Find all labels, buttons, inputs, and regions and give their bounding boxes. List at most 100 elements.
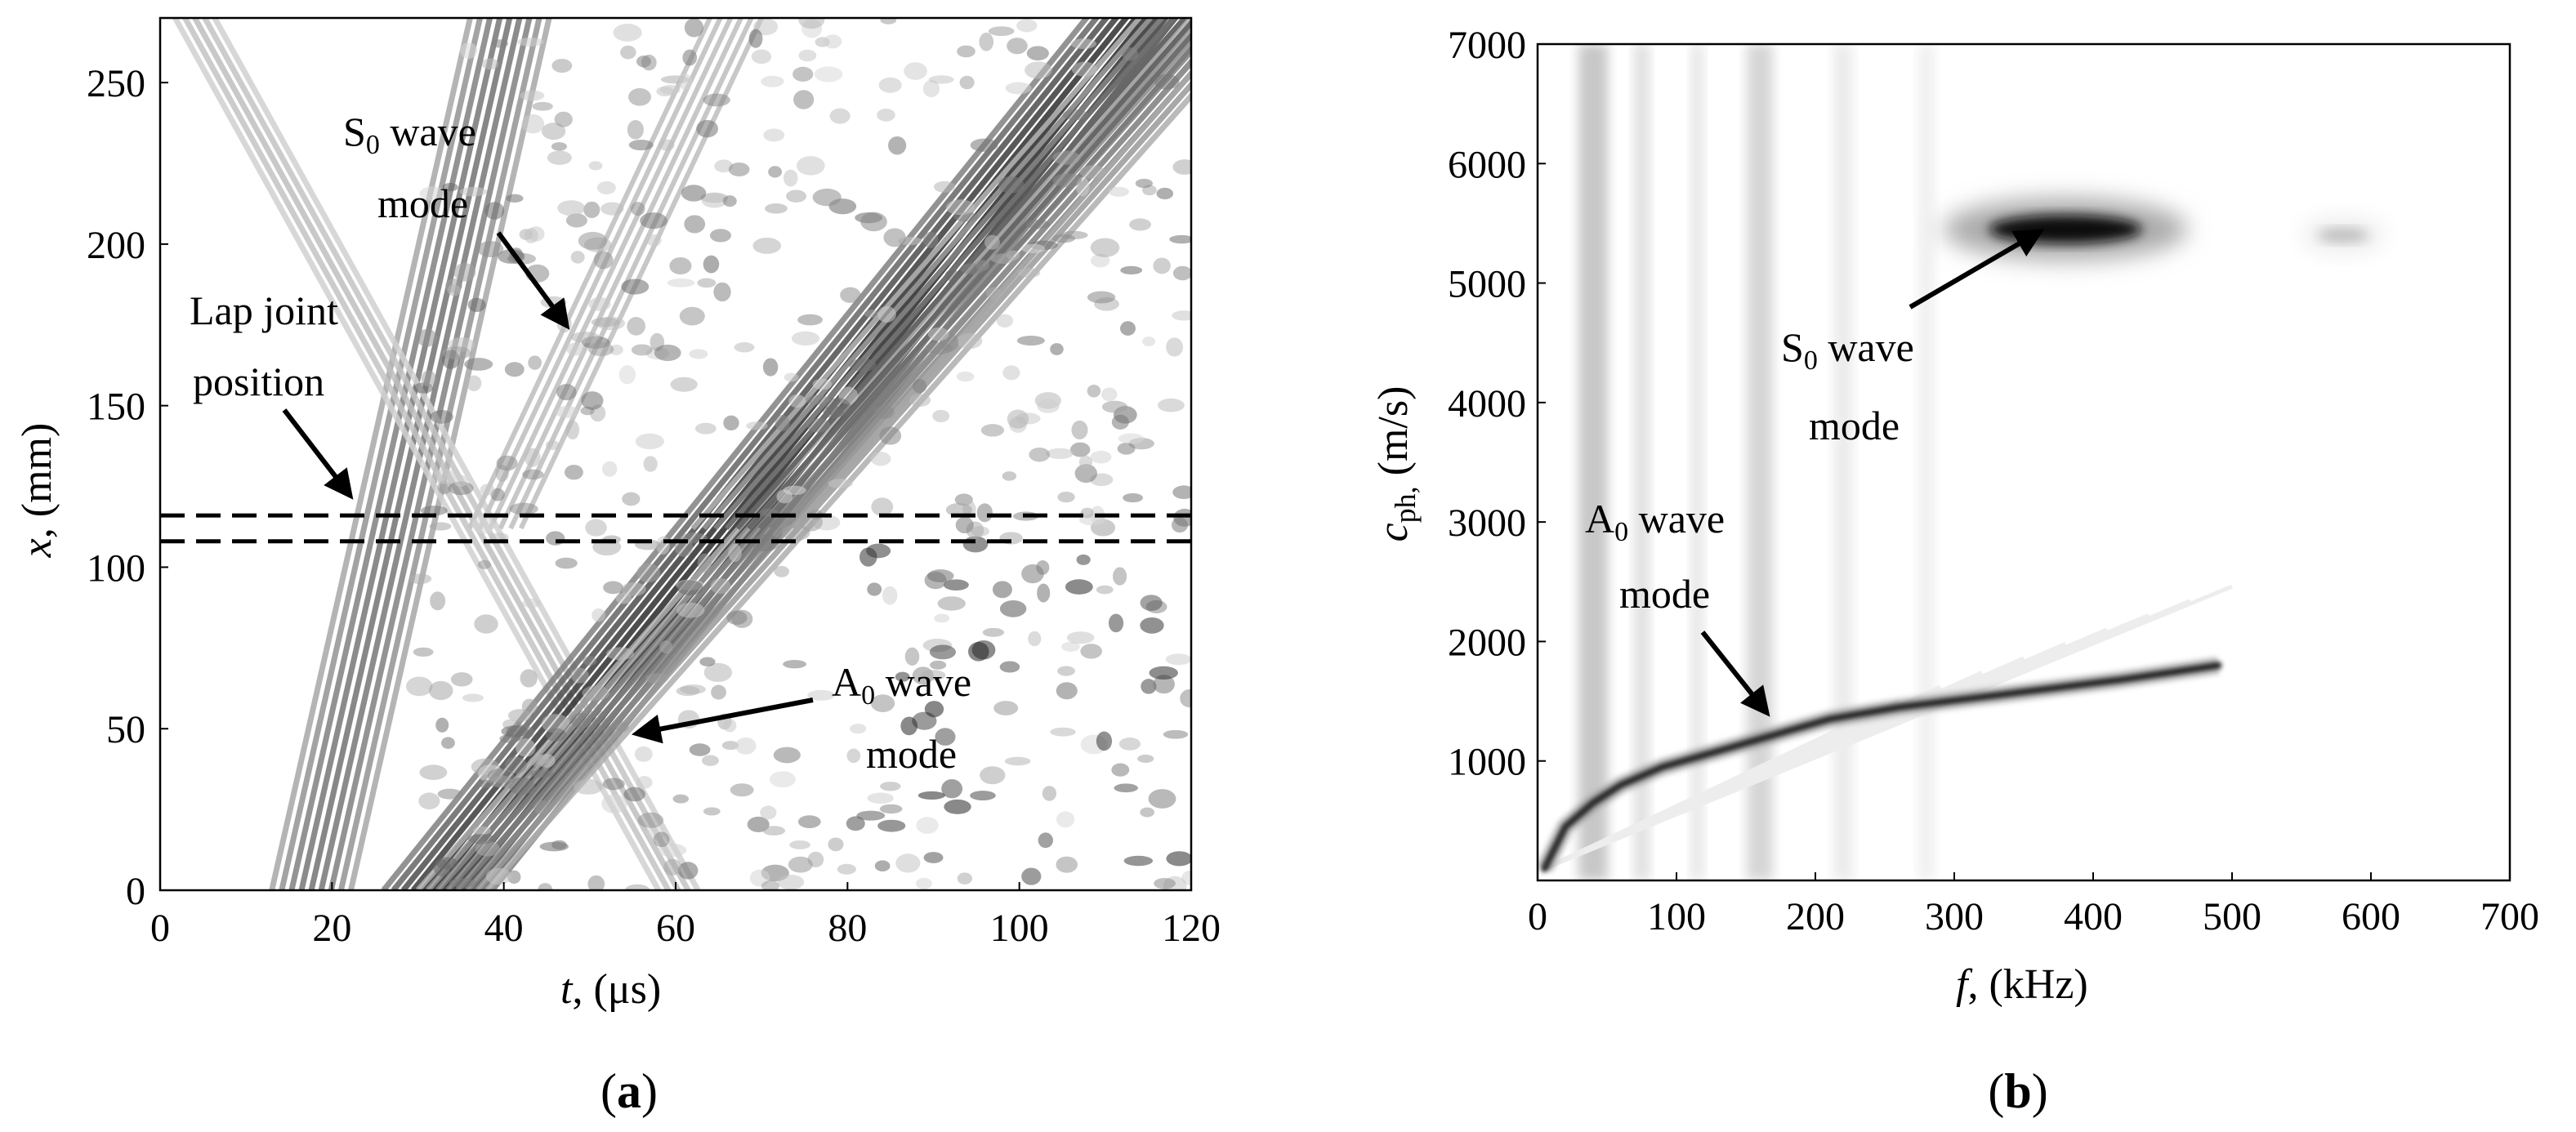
speckle-175	[943, 579, 969, 591]
speckle-197	[1071, 420, 1088, 439]
speckle-414	[628, 139, 654, 151]
speckle-498	[529, 756, 544, 767]
speckle-382	[1025, 61, 1052, 79]
speckle-202	[551, 840, 567, 850]
speckle-134	[634, 746, 653, 762]
speckle-226	[850, 724, 867, 734]
speckle-388	[1026, 46, 1049, 61]
speckle-303	[762, 358, 779, 377]
speckle-39	[1172, 310, 1191, 321]
speckle-33	[793, 90, 815, 109]
speckle-399	[570, 712, 592, 729]
speckle-100	[703, 662, 733, 683]
speckle-324	[441, 737, 455, 749]
speckle-478	[933, 180, 956, 193]
speckle-459	[797, 314, 823, 326]
panel-a-ylabel: x, (mm)	[14, 423, 60, 559]
speckle-454	[806, 394, 830, 405]
speckle-434	[762, 826, 786, 836]
speckle-299	[1087, 384, 1101, 398]
speckle-500	[944, 270, 960, 282]
speckle-437	[628, 87, 651, 106]
reflection-band-2	[488, 18, 734, 530]
speckle-475	[676, 686, 700, 697]
speckle-155	[522, 469, 544, 480]
speckle-121	[529, 769, 554, 778]
speckle-123	[1101, 400, 1128, 413]
speckle-345	[760, 805, 777, 820]
panel-b-ylabel: cph, (m/s)	[1370, 386, 1422, 542]
speckle-372	[926, 569, 954, 582]
panel-a-xlabel: t, (μs)	[560, 966, 661, 1013]
speckle-49	[621, 582, 646, 596]
speckle-341	[430, 591, 446, 611]
speckle-149	[968, 641, 989, 662]
speckle-442	[703, 255, 720, 274]
a0-transmit-band-8	[780, 57, 1191, 530]
a0-transmit-band-4	[735, 18, 1186, 530]
speckle-359	[447, 284, 461, 296]
speckle-496	[570, 251, 585, 264]
speckle-346	[1142, 336, 1156, 346]
speckle-505	[846, 748, 861, 764]
speckle-427	[623, 787, 645, 802]
speckle-474	[1149, 666, 1178, 680]
speckle-164	[1062, 109, 1089, 121]
speckle-166	[916, 817, 939, 834]
a-xtick-label-20: 20	[312, 907, 351, 950]
speckle-283	[806, 418, 831, 433]
speckle-360	[1172, 265, 1191, 281]
a-xtick-label-0: 0	[150, 907, 170, 950]
speckle-509	[477, 240, 504, 258]
speckle-460	[459, 186, 488, 197]
speckle-207	[1007, 38, 1028, 55]
speckle-380	[746, 421, 768, 430]
speckle-455	[1078, 455, 1093, 469]
speckle-252	[516, 738, 536, 757]
speckle-230	[917, 791, 945, 800]
reflection-band-0	[467, 18, 712, 530]
speckle-493	[646, 234, 662, 247]
speckle-319	[761, 75, 784, 87]
speckle-300	[1180, 689, 1191, 708]
speckle-238	[697, 278, 717, 288]
speckle-465	[585, 519, 607, 537]
speckle-438	[722, 195, 737, 207]
speckle-109	[534, 800, 552, 815]
speckle-250	[689, 349, 708, 359]
b-xtick-label-200: 200	[1786, 895, 1845, 938]
speckle-184	[1148, 789, 1176, 809]
b-ytick-label-5000: 5000	[1448, 263, 1526, 306]
spectral-streak-4	[1833, 44, 1853, 880]
speckle-105	[1016, 19, 1038, 33]
speckle-212	[1021, 243, 1046, 254]
speckle-55	[957, 45, 975, 58]
speckle-72	[450, 672, 473, 687]
panel-b-dispersion-field	[1538, 44, 2383, 880]
speckle-444	[419, 764, 448, 780]
speckle-96	[1140, 617, 1164, 634]
speckle-246	[496, 455, 518, 471]
speckle-108	[672, 794, 690, 804]
speckle-476	[723, 719, 737, 733]
speckle-421	[1163, 729, 1189, 739]
arrow-s0-a	[496, 231, 570, 330]
b-xtick-label-0: 0	[1528, 895, 1547, 938]
speckle-133	[670, 377, 698, 392]
speckle-487	[663, 858, 682, 876]
speckle-356	[728, 543, 742, 563]
speckle-386	[1118, 433, 1145, 444]
speckle-477	[912, 378, 927, 394]
ridge-core-0	[1541, 662, 2222, 872]
speckle-279	[796, 156, 825, 176]
b-ytick-label-6000: 6000	[1448, 143, 1526, 186]
speckle-406	[982, 627, 1005, 637]
speckle-397	[1111, 763, 1130, 777]
speckle-263	[555, 405, 579, 418]
speckle-407	[1120, 321, 1136, 336]
speckle-258	[870, 452, 891, 466]
speckle-351	[1113, 567, 1127, 586]
speckle-38	[1091, 253, 1110, 268]
speckle-441	[627, 317, 646, 336]
speckle-114	[679, 306, 705, 326]
